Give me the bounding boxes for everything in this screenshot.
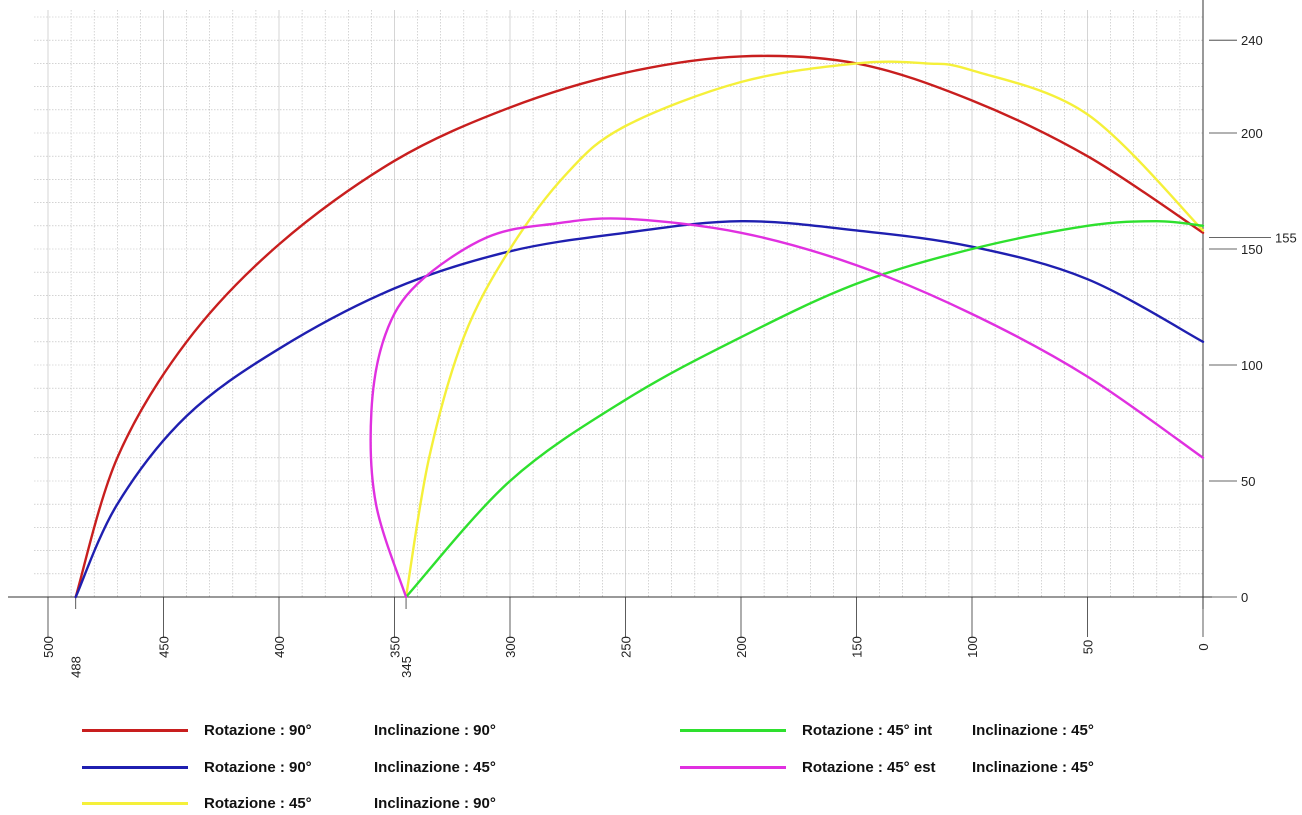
legend-inclination-label: Inclinazione : 45° [972, 758, 1094, 776]
chart-series [74, 54, 1205, 599]
legend-rotation-label: Rotazione : 45° [204, 794, 312, 812]
legend-entry-0: Rotazione : 90° Inclinazione : 90° [82, 718, 496, 742]
x-tick-label: 350 [388, 636, 403, 658]
x-tick-label: 500 [41, 636, 56, 658]
chart-grid [34, 10, 1204, 598]
legend-inclination-label: Inclinazione : 45° [972, 721, 1094, 739]
x-tick-label: 150 [850, 636, 865, 658]
legend-swatch [680, 765, 786, 769]
legend-swatch [680, 728, 786, 732]
x-tick-label: 488 [69, 656, 84, 678]
legend-entry-4: Rotazione : 45° est Inclinazione : 45° [680, 755, 1094, 779]
legend-rotation-label: Rotazione : 90° [204, 758, 312, 776]
legend-rotation-label: Rotazione : 90° [204, 721, 312, 739]
legend-swatch [82, 765, 188, 769]
legend-rotation-label: Rotazione : 45° est [802, 758, 936, 776]
chart-legend: Rotazione : 90° Inclinazione : 90° Rotaz… [0, 700, 1302, 814]
series-line-3 [404, 220, 1205, 599]
y-tick-label: 150 [1241, 242, 1263, 257]
x-tick-label: 100 [965, 636, 980, 658]
series-line-4 [369, 217, 1205, 599]
legend-swatch [82, 728, 188, 732]
y-tick-label: 200 [1241, 126, 1263, 141]
legend-rotation-label: Rotazione : 45° int [802, 721, 933, 739]
x-tick-label: 400 [272, 636, 287, 658]
x-tick-label: 345 [399, 656, 414, 678]
y-tick-label: 50 [1241, 474, 1255, 489]
x-tick-label: 200 [734, 636, 749, 658]
x-tick-label: 450 [157, 636, 172, 658]
y-tick-label: 0 [1241, 590, 1248, 605]
series-line-2 [404, 60, 1205, 599]
x-tick-label: 250 [619, 636, 634, 658]
legend-entry-3: Rotazione : 45° int Inclinazione : 45° [680, 718, 1094, 742]
legend-inclination-label: Inclinazione : 45° [374, 758, 496, 776]
x-tick-label: 50 [1081, 640, 1096, 654]
legend-swatch [82, 801, 188, 805]
legend-inclination-label: Inclinazione : 90° [374, 794, 496, 812]
y-tick-label: 240 [1241, 33, 1263, 48]
series-line-1 [74, 219, 1205, 599]
y-tick-label: 100 [1241, 358, 1263, 373]
x-tick-label: 300 [503, 636, 518, 658]
y-tick-label: 155 [1275, 230, 1297, 245]
series-line-0 [74, 54, 1205, 599]
x-tick-label: 0 [1196, 643, 1211, 650]
legend-entry-1: Rotazione : 90° Inclinazione : 45° [82, 755, 496, 779]
legend-inclination-label: Inclinazione : 90° [374, 721, 496, 739]
legend-entry-2: Rotazione : 45° Inclinazione : 90° [82, 791, 496, 815]
